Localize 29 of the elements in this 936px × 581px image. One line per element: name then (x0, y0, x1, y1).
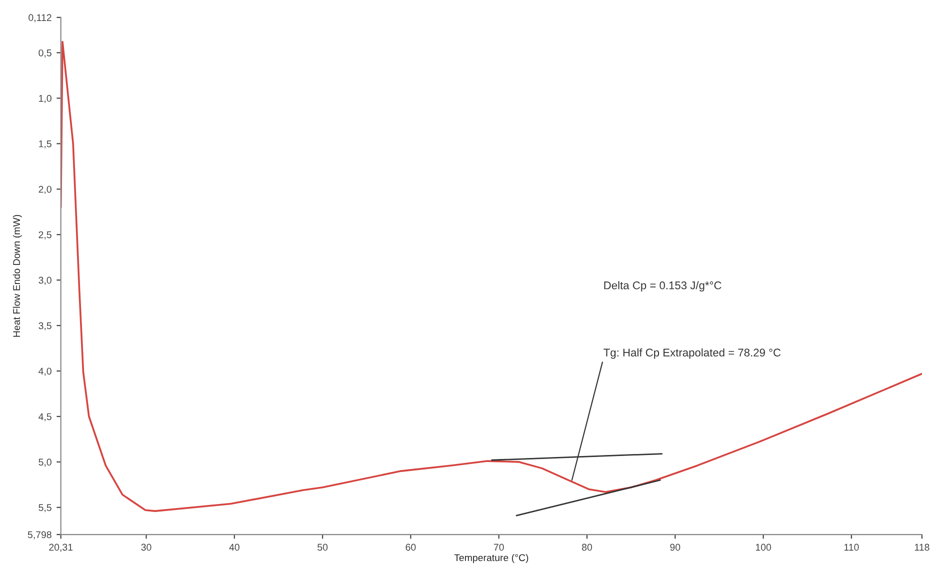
y-tick-label: 0,5 (38, 49, 52, 58)
y-tick-label: 3,5 (38, 322, 52, 330)
y-tick-label: 5,798 (28, 531, 52, 540)
x-tick-label: 110 (844, 544, 859, 551)
y-tick-label: 0,112 (28, 14, 52, 22)
y-tick-label: 4,5 (38, 413, 52, 422)
x-tick-label: 90 (670, 544, 680, 551)
y-axis-title: Heat Flow Endo Down (mW) (12, 214, 22, 337)
x-tick-label: 70 (494, 544, 504, 551)
y-tick-label: 3,0 (38, 276, 52, 285)
x-tick-label: 118 (914, 544, 930, 551)
y-tick-label: 4,0 (38, 368, 52, 376)
x-tick-label: 60 (406, 544, 416, 551)
annotation: Tg: Half Cp Extrapolated = 78.29 °C (604, 348, 781, 359)
x-tick-label: 20,31 (49, 544, 73, 552)
y-tick-label: 5,5 (38, 504, 52, 512)
x-axis-title: Temperature (°C) (454, 554, 528, 564)
x-tick-label: 30 (141, 544, 152, 551)
y-tick-label: 5,0 (38, 458, 52, 467)
x-tick-label: 50 (318, 544, 328, 551)
x-tick-label: 80 (582, 544, 592, 551)
x-tick-label: 40 (229, 544, 240, 551)
x-tick-label: 100 (756, 544, 772, 551)
y-tick-label: 1,5 (39, 140, 52, 148)
y-tick-label: 2,0 (38, 186, 52, 194)
y-tick-label: 1,0 (39, 94, 52, 103)
annotation: Delta Cp = 0.153 J/g*°C (604, 281, 722, 292)
line-series (60, 40, 922, 512)
y-tick-label: 2,5 (38, 231, 52, 240)
